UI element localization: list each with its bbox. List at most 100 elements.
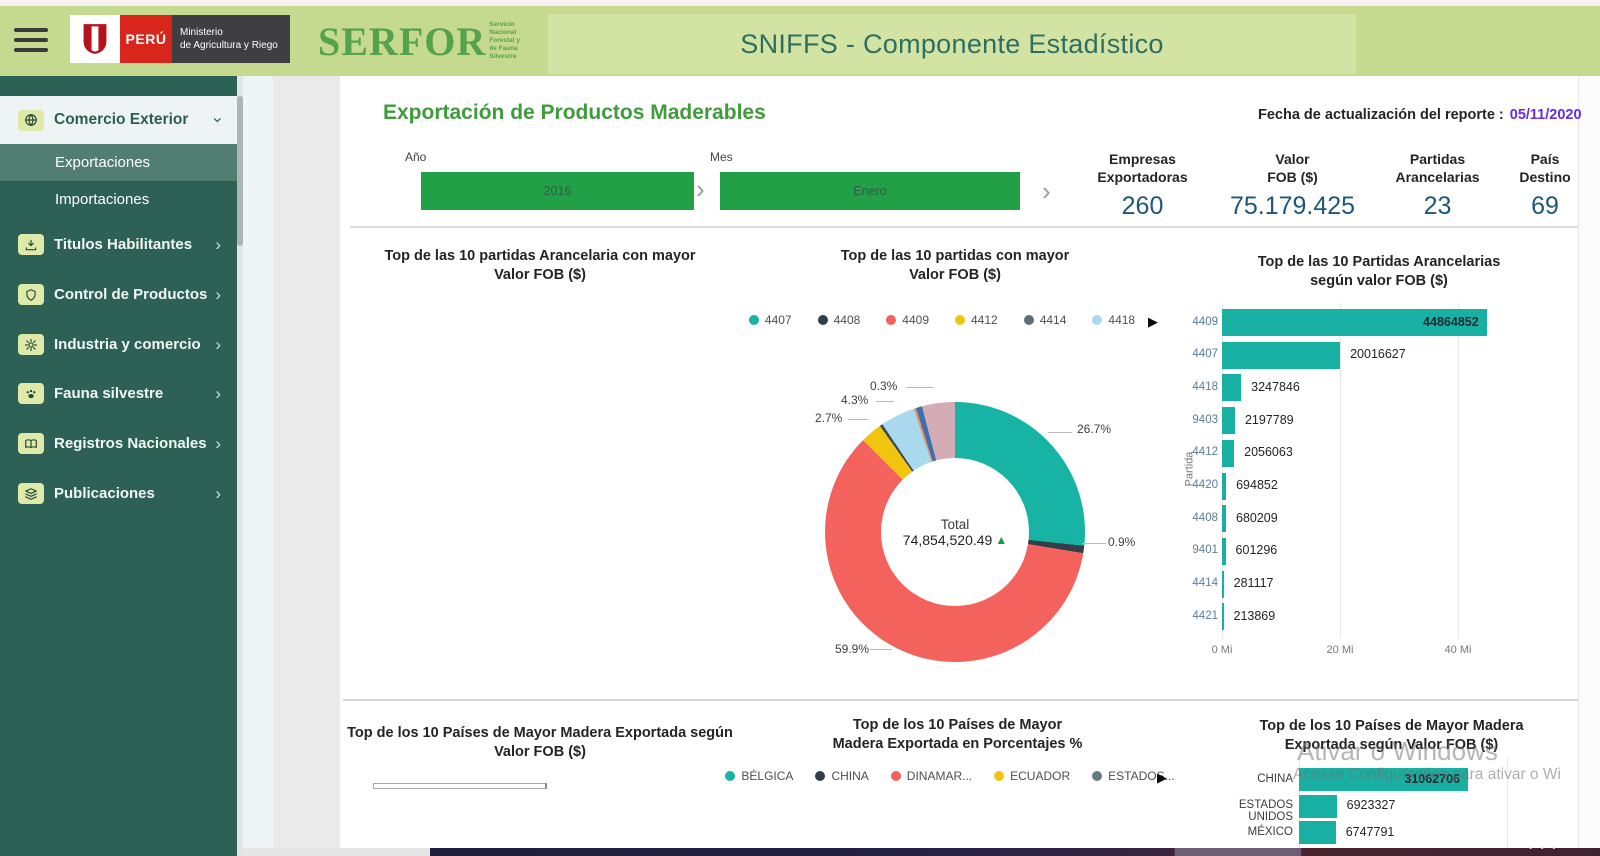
sidebar-item-control-de-productos[interactable]: Control de Productos › [0,276,237,313]
filter-year-slicer[interactable]: 2016 [421,172,694,210]
legend-item-china[interactable]: CHINA [815,769,869,783]
donut-total-value: 74,854,520.49 ▲ [903,532,1007,548]
peru-ministry-logo: PERÚ Ministerio de Agricultura y Riego [70,15,290,63]
bar-9403[interactable] [1222,407,1235,435]
sidebar-item-registros-nacionales[interactable]: Registros Nacionales › [0,425,237,462]
sidebar-item-label: Control de Productos [54,286,208,303]
callout-line [876,401,894,402]
legend-label: ECUADOR [1010,769,1071,783]
legend-next-button[interactable]: ▶ [1148,314,1158,329]
sidebar-item-titulos-habilitantes[interactable]: Titulos Habilitantes › [0,226,237,263]
donut-total-number: 74,854,520.49 [902,531,993,548]
bar-category-label: ESTADOS UNIDOS [1238,799,1293,824]
bar-category-label: 4421 [1192,609,1218,622]
paw-icon [18,383,44,404]
bar-value-label: 213869 [1233,608,1276,623]
bar-value-label: 601296 [1235,543,1278,558]
bar-4414[interactable] [1222,570,1224,598]
content-gutter-strip [273,76,340,856]
kpi-value: 23 [1423,192,1452,221]
sidebar-item-fauna-silvestre[interactable]: Fauna silvestre › [0,375,237,412]
chart-title-line: Exportada según Valor FOB ($) [1284,736,1499,753]
hamburger-menu-icon[interactable] [14,28,48,54]
gridline [1458,303,1459,638]
legend-item-4414[interactable]: 4414 [1023,313,1066,327]
chart-title-line: Madera Exportada en Porcentajes % [832,735,1083,752]
chevron-right-icon: › [215,383,221,403]
chart-title-line: Top de los 10 Países de Mayor Madera Exp… [347,725,733,741]
bar-category-label: 9401 [1192,544,1218,557]
legend-item-4409[interactable]: 4409 [886,313,929,327]
bar-4408[interactable] [1222,505,1226,533]
donut-ring[interactable]: Total 74,854,520.49 ▲ [825,402,1085,662]
serfor-tagline-line: Nacional [489,28,517,36]
bar-category-label: CHINA [1257,772,1293,785]
chart-title-line: Top de los 10 Países de Mayor [852,717,1063,733]
filter-month-slicer[interactable]: Enero [720,172,1020,210]
chart-title-line: Top de las 10 partidas con mayor [840,248,1070,264]
legend-item-4407[interactable]: 4407 [748,313,792,327]
x-axis-tick: 20 Mi [1326,644,1354,656]
bar-value-label: 6747791 [1345,824,1395,839]
bar-china[interactable] [1299,768,1468,791]
legend-next-button[interactable]: ▶ [1157,770,1167,785]
partidas-bar-chart: 4409 44864852 4407 20016627 4418 3247846 9403 2… [1180,303,1578,656]
chart-title-paises-funnel: Top de los 10 Países de Mayor Madera Exp… [345,724,735,762]
bar-value-label: 281117 [1233,576,1274,591]
serfor-tagline-line: Servicio [489,20,515,28]
donut-slice-label: 0.3% [870,379,898,393]
sidebar-item-exportaciones[interactable]: Exportaciones [0,144,237,181]
sidebar-item-comercio-exterior[interactable]: Comercio Exterior › [0,96,237,144]
bar-9401[interactable] [1222,537,1226,565]
taskbar-dots[interactable]: • • • [1529,843,1559,853]
bar-value-label: 6923327 [1346,798,1396,813]
bar-mexico[interactable] [1299,821,1336,845]
sidebar-item-publicaciones[interactable]: Publicaciones › [0,475,237,512]
open-book-icon [18,433,44,454]
kpi-value: 260 [1121,192,1164,221]
sidebar-item-label: Importaciones [55,191,150,208]
sidebar-item-importaciones[interactable]: Importaciones [0,181,237,218]
bar-4421[interactable] [1222,603,1224,631]
bar-4409[interactable] [1222,309,1487,336]
bar-4407[interactable] [1222,341,1341,369]
sidebar-scrollbar-thumb[interactable] [237,96,243,246]
sidebar-item-label: Registros Nacionales [54,435,207,452]
callout-line [848,419,868,420]
chart-title-line: según valor FOB ($) [1310,272,1448,289]
sidebar-scrollbar-track[interactable] [237,76,243,856]
callout-line [906,387,934,388]
chevron-right-icon: › [215,334,221,354]
legend-item-ecuador[interactable]: ECUADOR [994,769,1070,783]
donut-slice-label: 26.7% [1077,422,1112,436]
bar-4418[interactable] [1222,374,1242,402]
chevron-right-icon: › [696,174,705,204]
legend-item-4408[interactable]: 4408 [817,313,860,327]
paises-legend: BÉLGICA CHINA DINAMAR... ECUADOR ESTADOS... [725,769,1175,783]
app-title-panel: SNIFFS - Componente Estadístico [548,14,1356,74]
chart-title-line: Top de los 10 Países de Mayor Madera [1259,718,1524,734]
chart-title-partidas-bars: Top de las 10 Partidas Arancelarias segú… [1180,253,1578,291]
chart-title-paises-pie: Top de los 10 Países de Mayor Madera Exp… [760,716,1155,754]
legend-item-estados[interactable]: ESTADOS... [1092,769,1175,783]
bar-category-label: MÉXICO [1247,825,1293,838]
legend-item-4412[interactable]: 4412 [955,313,998,327]
bar-category-label: 4414 [1192,577,1218,590]
top-edge-strip [0,0,1600,6]
bar-4412[interactable] [1222,439,1235,467]
bar-4420[interactable] [1222,472,1227,500]
page-scrollbar[interactable] [1578,76,1600,848]
chart-title-paises-bars: Top de los 10 Países de Mayor Madera Exp… [1205,717,1578,755]
globe-icon [18,109,44,131]
sidebar-item-industria-y-comercio[interactable]: Industria y comercio › [0,326,237,363]
bar-estados-unidos[interactable] [1299,794,1337,818]
callout-line [870,649,892,650]
legend-dot-icon [725,771,736,781]
sidebar-item-label: Industria y comercio [54,336,201,353]
legend-dot-icon [1092,315,1103,325]
chart-title-line: Top de las 10 Partidas Arancelarias [1257,254,1501,270]
legend-item-belgica[interactable]: BÉLGICA [725,769,793,783]
legend-item-4418[interactable]: 4418 [1092,313,1135,327]
legend-label: ESTADOS... [1108,769,1175,783]
legend-item-dinamar[interactable]: DINAMAR... [890,769,972,783]
